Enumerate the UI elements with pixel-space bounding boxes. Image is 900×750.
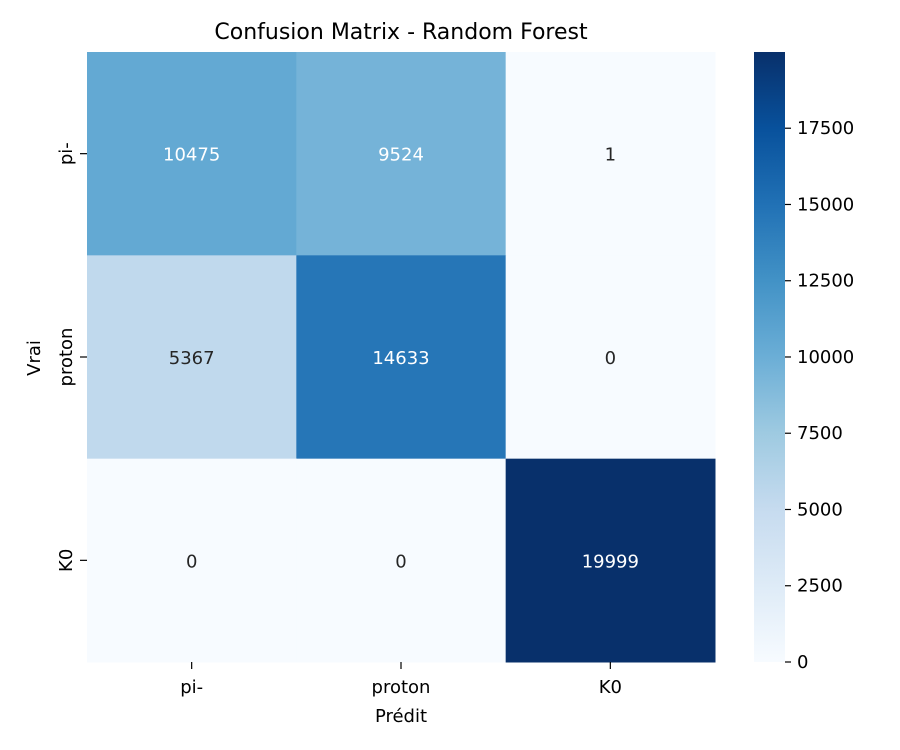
cell-value-label: 0 <box>605 348 616 369</box>
colorbar: 0 2500 5000 7500 10000 12500 15000 17500 <box>754 52 854 673</box>
heatmap-cell <box>505 52 716 256</box>
x-axis: pi-proton K0 <box>180 662 622 698</box>
colorbar-tick-label: 2500 <box>797 576 843 597</box>
y-axis: pi-proton K0 <box>56 142 87 572</box>
heatmap-cell <box>296 52 507 256</box>
colorbar-gradient <box>754 52 785 662</box>
heatmap-cell <box>87 255 297 460</box>
cell-value-label: 5367 <box>169 348 215 369</box>
chart-title: Confusion Matrix - Random Forest <box>214 20 588 45</box>
cell-value-label: 14633 <box>372 348 429 369</box>
y-tick-label: proton <box>56 328 77 387</box>
cell-value-label: 0 <box>186 551 197 572</box>
cell-value-label: 9524 <box>378 145 424 166</box>
colorbar-tick-label: 10000 <box>797 347 854 368</box>
cell-value-label: 1 <box>605 145 616 166</box>
y-tick-label: K0 <box>56 549 77 572</box>
colorbar-tick-label: 0 <box>797 652 808 673</box>
y-axis-label: Vrai <box>24 340 45 376</box>
colorbar-tick-label: 15000 <box>797 194 854 215</box>
heatmap-cell <box>505 255 716 460</box>
colorbar-tick-label: 17500 <box>797 118 854 139</box>
heatmap-cell <box>296 255 507 460</box>
heatmap-cell <box>87 52 297 256</box>
colorbar-tick-label: 5000 <box>797 499 843 520</box>
heatmap-cell <box>505 458 716 663</box>
cell-value-label: 19999 <box>582 551 639 572</box>
cell-value-label: 10475 <box>163 145 220 166</box>
x-tick-label: K0 <box>599 677 622 698</box>
x-axis-label: Prédit <box>375 706 427 727</box>
x-tick-label: pi- <box>180 677 203 698</box>
heatmap-cell <box>87 458 297 663</box>
heatmap-cell <box>296 458 507 663</box>
colorbar-tick-label: 7500 <box>797 423 843 444</box>
colorbar-tick-label: 12500 <box>797 271 854 292</box>
x-tick-label: proton <box>372 677 431 698</box>
cell-value-label: 0 <box>395 551 406 572</box>
heatmap-cells: 10475 9524 1 5367 14633 0 0 0 19999 <box>87 52 716 663</box>
y-tick-label: pi- <box>56 142 77 165</box>
